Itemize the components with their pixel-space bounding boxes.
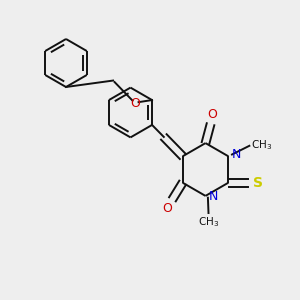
Text: CH$_3$: CH$_3$: [251, 138, 272, 152]
Text: N: N: [209, 190, 218, 203]
Text: O: O: [130, 97, 140, 110]
Text: N: N: [232, 148, 241, 161]
Text: CH$_3$: CH$_3$: [198, 215, 219, 229]
Text: O: O: [162, 202, 172, 215]
Text: S: S: [253, 176, 263, 190]
Text: O: O: [207, 108, 217, 121]
